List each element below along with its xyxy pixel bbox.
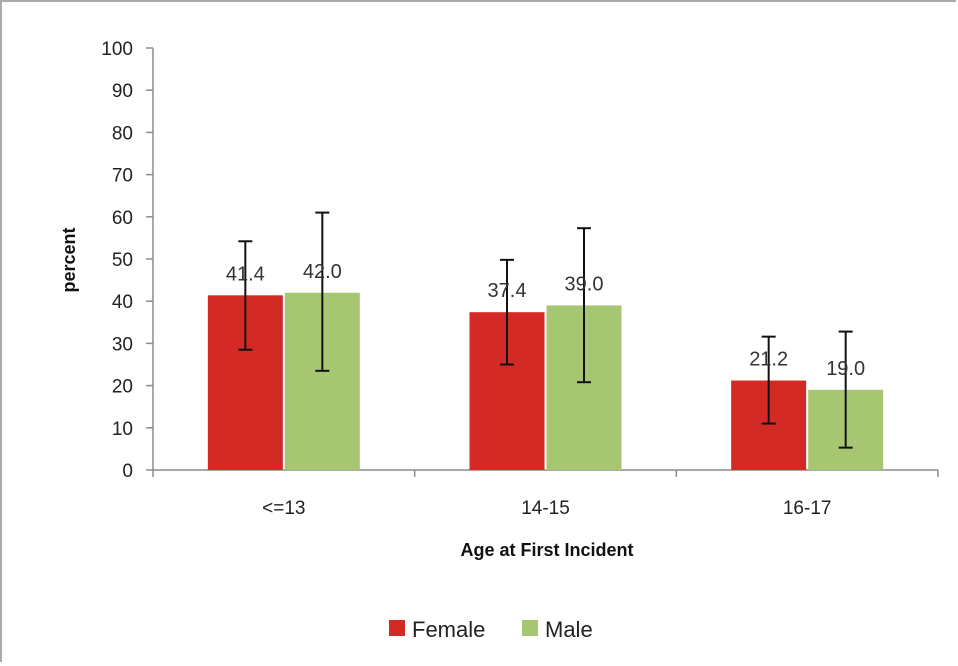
y-tick-label: 60 — [112, 208, 133, 229]
data-label: 21.2 — [749, 349, 788, 371]
legend: Female Male — [389, 617, 593, 642]
legend-swatch-male — [522, 620, 538, 636]
legend-swatch-female — [389, 620, 405, 636]
y-tick-label: 30 — [112, 334, 133, 355]
y-tick-label: 100 — [101, 39, 133, 60]
error-bars-group — [238, 211, 853, 449]
y-tick-label: 40 — [112, 292, 133, 313]
y-tick-label: 50 — [112, 250, 133, 271]
y-tick-label: 90 — [112, 81, 133, 102]
x-tick-label: <=13 — [262, 498, 305, 519]
y-axis: 0 10 20 30 40 50 60 70 80 90 100 — [101, 39, 154, 482]
data-label: 37.4 — [488, 280, 527, 302]
legend-label-male: Male — [545, 617, 593, 642]
error-bar — [577, 227, 591, 384]
y-tick-label: 70 — [112, 166, 133, 187]
x-tick-label: 14-15 — [521, 498, 570, 519]
y-tick-label: 0 — [122, 461, 133, 482]
y-tick-label: 80 — [112, 123, 133, 144]
y-tick-label: 20 — [112, 377, 133, 398]
data-label: 19.0 — [826, 358, 865, 380]
y-tick-label: 10 — [112, 419, 133, 440]
data-label: 41.4 — [226, 263, 265, 285]
error-bar — [761, 335, 776, 425]
legend-label-female: Female — [412, 617, 485, 642]
error-bar — [838, 330, 853, 449]
data-label: 42.0 — [303, 261, 342, 283]
x-tick-label: 16-17 — [783, 498, 832, 519]
data-label: 39.0 — [565, 273, 604, 295]
x-axis: <=13 14-15 16-17 — [152, 469, 939, 519]
data-labels-group: 41.4 42.0 37.4 39.0 21.2 19.0 — [226, 261, 865, 380]
error-bar — [315, 211, 330, 372]
bars-group — [207, 292, 884, 470]
y-axis-title: percent — [59, 227, 79, 292]
x-axis-title: Age at First Incident — [460, 540, 633, 560]
error-bar — [238, 240, 253, 351]
error-bar — [500, 258, 514, 366]
